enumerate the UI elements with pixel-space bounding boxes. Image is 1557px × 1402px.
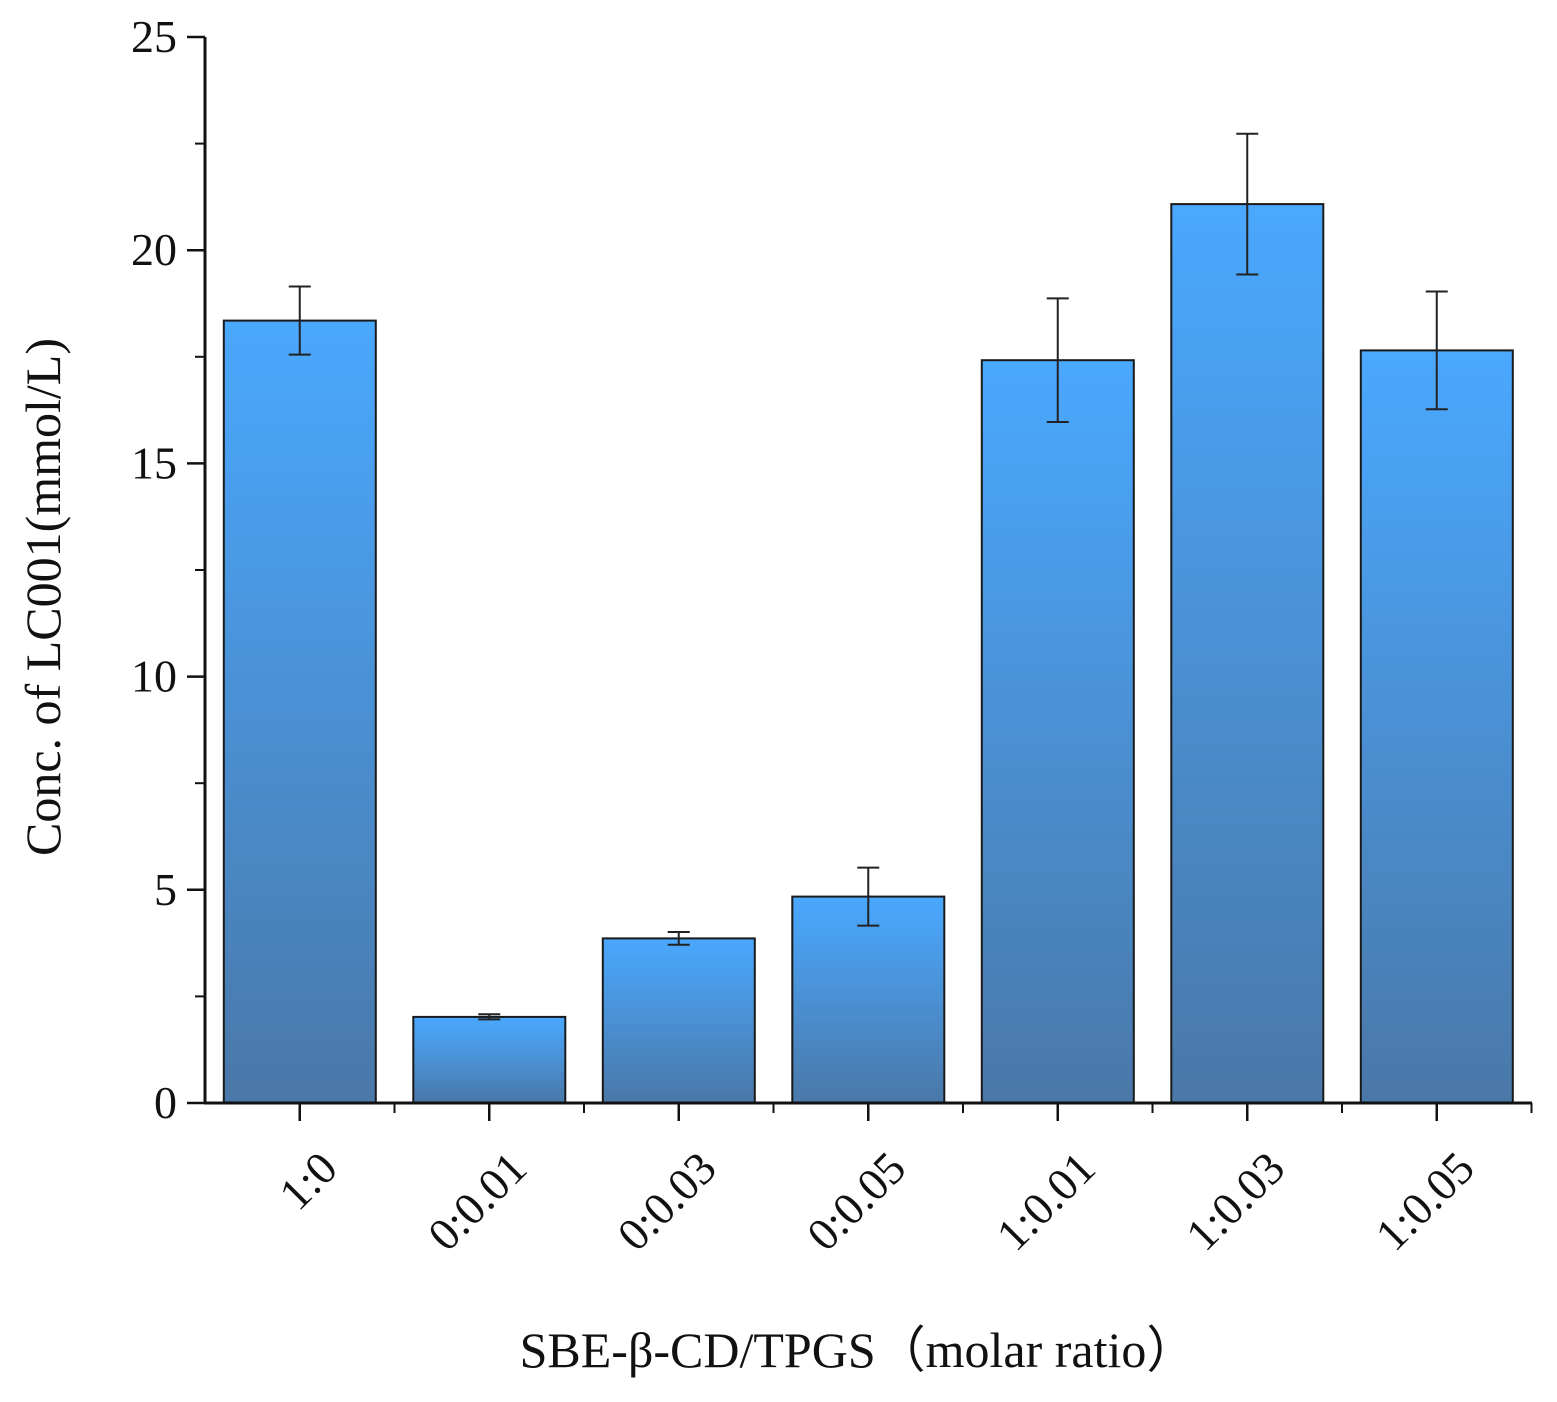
- axes-layer: [187, 35, 1533, 1121]
- error-bars-layer: [288, 132, 1448, 1021]
- bar-0-0-01: [412, 1015, 567, 1105]
- y-tick-label: 10: [131, 651, 177, 702]
- error-bar-1-0-05: [1425, 290, 1448, 411]
- bar-1-0-03: [1170, 203, 1325, 1105]
- x-tick-label: 0:0.03: [608, 1142, 726, 1260]
- y-tick-label: 15: [131, 437, 177, 488]
- x-tick-label: 1:0: [269, 1142, 347, 1220]
- error-bar-1-0-01: [1046, 297, 1069, 424]
- bar-1-0: [222, 319, 377, 1105]
- y-axis-title: Conc. of LC001(mmol/L): [15, 338, 71, 856]
- error-bar-1-0: [288, 285, 311, 356]
- error-bar-1-0-03: [1236, 132, 1259, 276]
- x-tick-label: 1:0.03: [1176, 1142, 1294, 1260]
- error-bar-0-0-01: [478, 1013, 501, 1021]
- x-tick-label: 0:0.01: [418, 1142, 536, 1260]
- bar-0-0-03: [601, 937, 756, 1105]
- y-tick-label: 25: [131, 11, 177, 62]
- bar-1-0-01: [980, 359, 1135, 1104]
- y-tick-label: 5: [154, 864, 177, 915]
- x-tick-label: 1:0.01: [987, 1142, 1105, 1260]
- y-tick-label: 0: [154, 1077, 177, 1128]
- bars-layer: [222, 203, 1514, 1105]
- error-bar-0-0-05: [857, 866, 880, 927]
- bar-1-0-05: [1359, 349, 1514, 1104]
- bar-0-0-05: [791, 895, 946, 1104]
- x-axis-title: SBE-β-CD/TPGS（molar ratio）: [520, 1322, 1197, 1378]
- x-tick-label: 1:0.05: [1366, 1142, 1484, 1260]
- x-tick-label: 0:0.05: [797, 1142, 915, 1260]
- error-bar-0-0-03: [667, 931, 690, 946]
- y-tick-label: 20: [131, 224, 177, 275]
